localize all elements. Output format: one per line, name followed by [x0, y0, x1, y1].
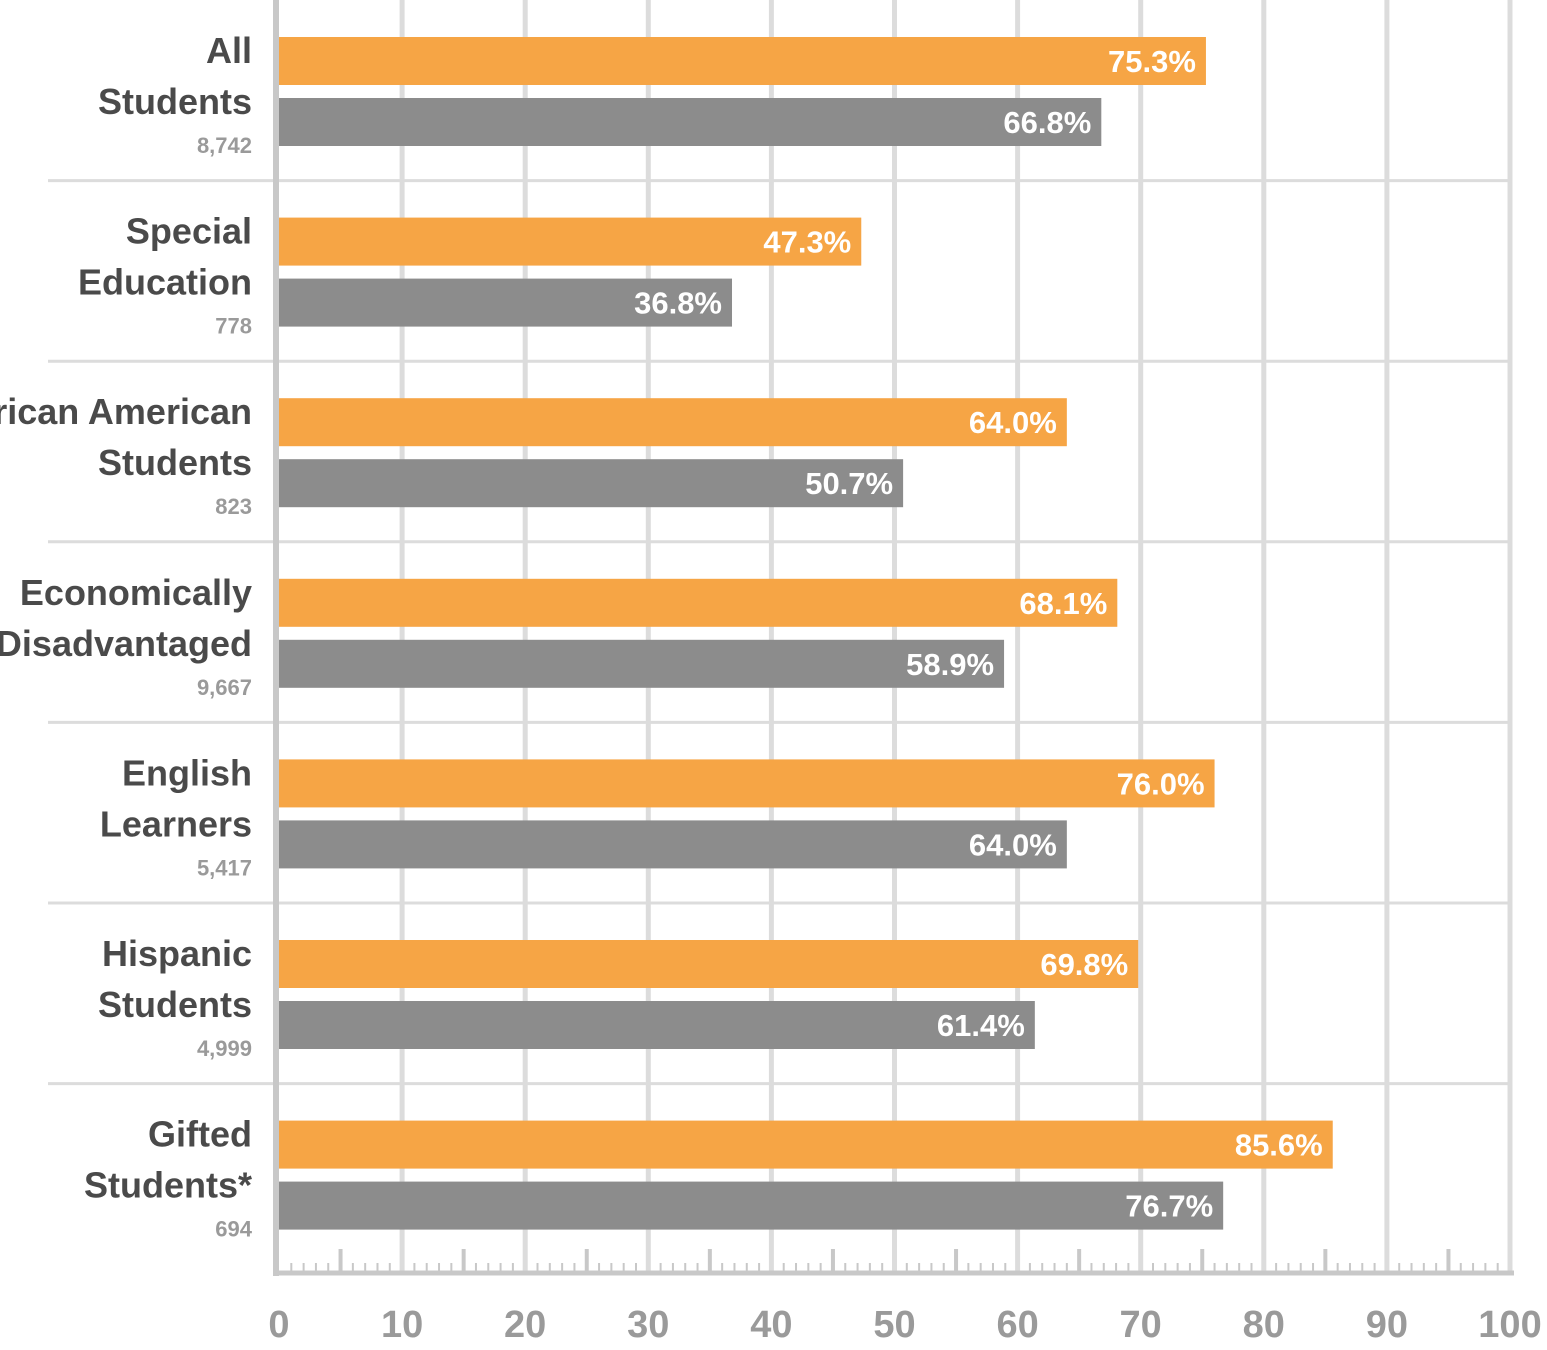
data-label: 61.4% [937, 1008, 1025, 1043]
category-label-line2: Students* [84, 1165, 252, 1206]
bar-series-orange-2 [279, 398, 1067, 447]
bar-series-gray-0 [279, 98, 1102, 146]
gridlines [399, 0, 1513, 1273]
category-count: 694 [215, 1217, 252, 1242]
category-count: 9,667 [197, 675, 252, 700]
data-label: 69.8% [1040, 947, 1128, 982]
data-label: 64.0% [969, 405, 1057, 440]
x-tick-label-100: 100 [1478, 1304, 1541, 1346]
data-label: 68.1% [1019, 586, 1107, 621]
category-label-line1: Special [126, 211, 252, 252]
category-count: 823 [215, 494, 252, 519]
category-count: 5,417 [197, 855, 252, 880]
bar-series-orange-6 [279, 1120, 1333, 1169]
category-label-line1: Economically [20, 572, 252, 613]
category-label-line1: Hispanic [102, 933, 252, 974]
data-label: 36.8% [634, 286, 722, 321]
x-tick-label-0: 0 [268, 1304, 289, 1346]
data-label: 64.0% [969, 827, 1057, 862]
x-tick-label-30: 30 [627, 1304, 669, 1346]
category-label-line2: Education [78, 262, 252, 303]
bar-series-orange-5 [279, 940, 1139, 988]
category-count: 4,999 [197, 1036, 252, 1061]
bar-series-gray-3 [279, 639, 1005, 688]
category-label-line1: All [206, 30, 252, 71]
bar-series-gray-6 [279, 1181, 1224, 1230]
category-count: 8,742 [197, 133, 252, 158]
bar-series-gray-2 [279, 459, 904, 508]
bar-series-gray-5 [279, 1001, 1035, 1049]
category-label-line2: Students [98, 984, 252, 1025]
category-label-line1: English [122, 752, 252, 793]
data-label: 58.9% [906, 647, 994, 682]
bars: 75.3% 47.3% 64.0% 68.1% 76.0% 69.8% 85.6% 66.8%… [279, 37, 1333, 1230]
bar-series-orange-4 [279, 759, 1215, 808]
bar-series-gray-1 [279, 278, 733, 327]
x-tick-label-50: 50 [873, 1304, 915, 1346]
data-label: 47.3% [763, 225, 851, 260]
category-label-line2: Students [98, 442, 252, 483]
data-label: 76.7% [1125, 1189, 1213, 1224]
bar-series-gray-4 [279, 820, 1067, 869]
data-label: 50.7% [805, 466, 893, 501]
x-tick-label-70: 70 [1120, 1304, 1162, 1346]
category-label-line1: African American [0, 391, 252, 432]
x-tick-label-60: 60 [996, 1304, 1038, 1346]
category-labels: All Students 8,742 Special Education 778 Afric… [0, 30, 253, 1242]
x-tick-label-90: 90 [1366, 1304, 1408, 1346]
x-tick-label-80: 80 [1243, 1304, 1285, 1346]
category-label-line2: Students [98, 81, 252, 122]
data-label: 66.8% [1003, 105, 1091, 140]
data-label: 85.6% [1235, 1128, 1323, 1163]
x-axis: 0 10 20 30 40 50 60 70 80 90 100 [268, 0, 1542, 1346]
data-label: 76.0% [1117, 766, 1205, 801]
bar-series-orange-3 [279, 578, 1118, 627]
category-separators [48, 179, 1510, 1086]
x-tick-label-20: 20 [504, 1304, 546, 1346]
category-count: 778 [215, 314, 252, 339]
bar-series-orange-1 [279, 217, 862, 266]
x-tick-label-40: 40 [750, 1304, 792, 1346]
x-tick-label-10: 10 [381, 1304, 423, 1346]
category-label-line2: Disadvantaged [0, 623, 252, 664]
data-label: 75.3% [1108, 44, 1196, 79]
category-label-line2: Learners [100, 803, 252, 844]
bar-series-orange-0 [279, 37, 1206, 85]
category-label-line1: Gifted [148, 1114, 252, 1155]
